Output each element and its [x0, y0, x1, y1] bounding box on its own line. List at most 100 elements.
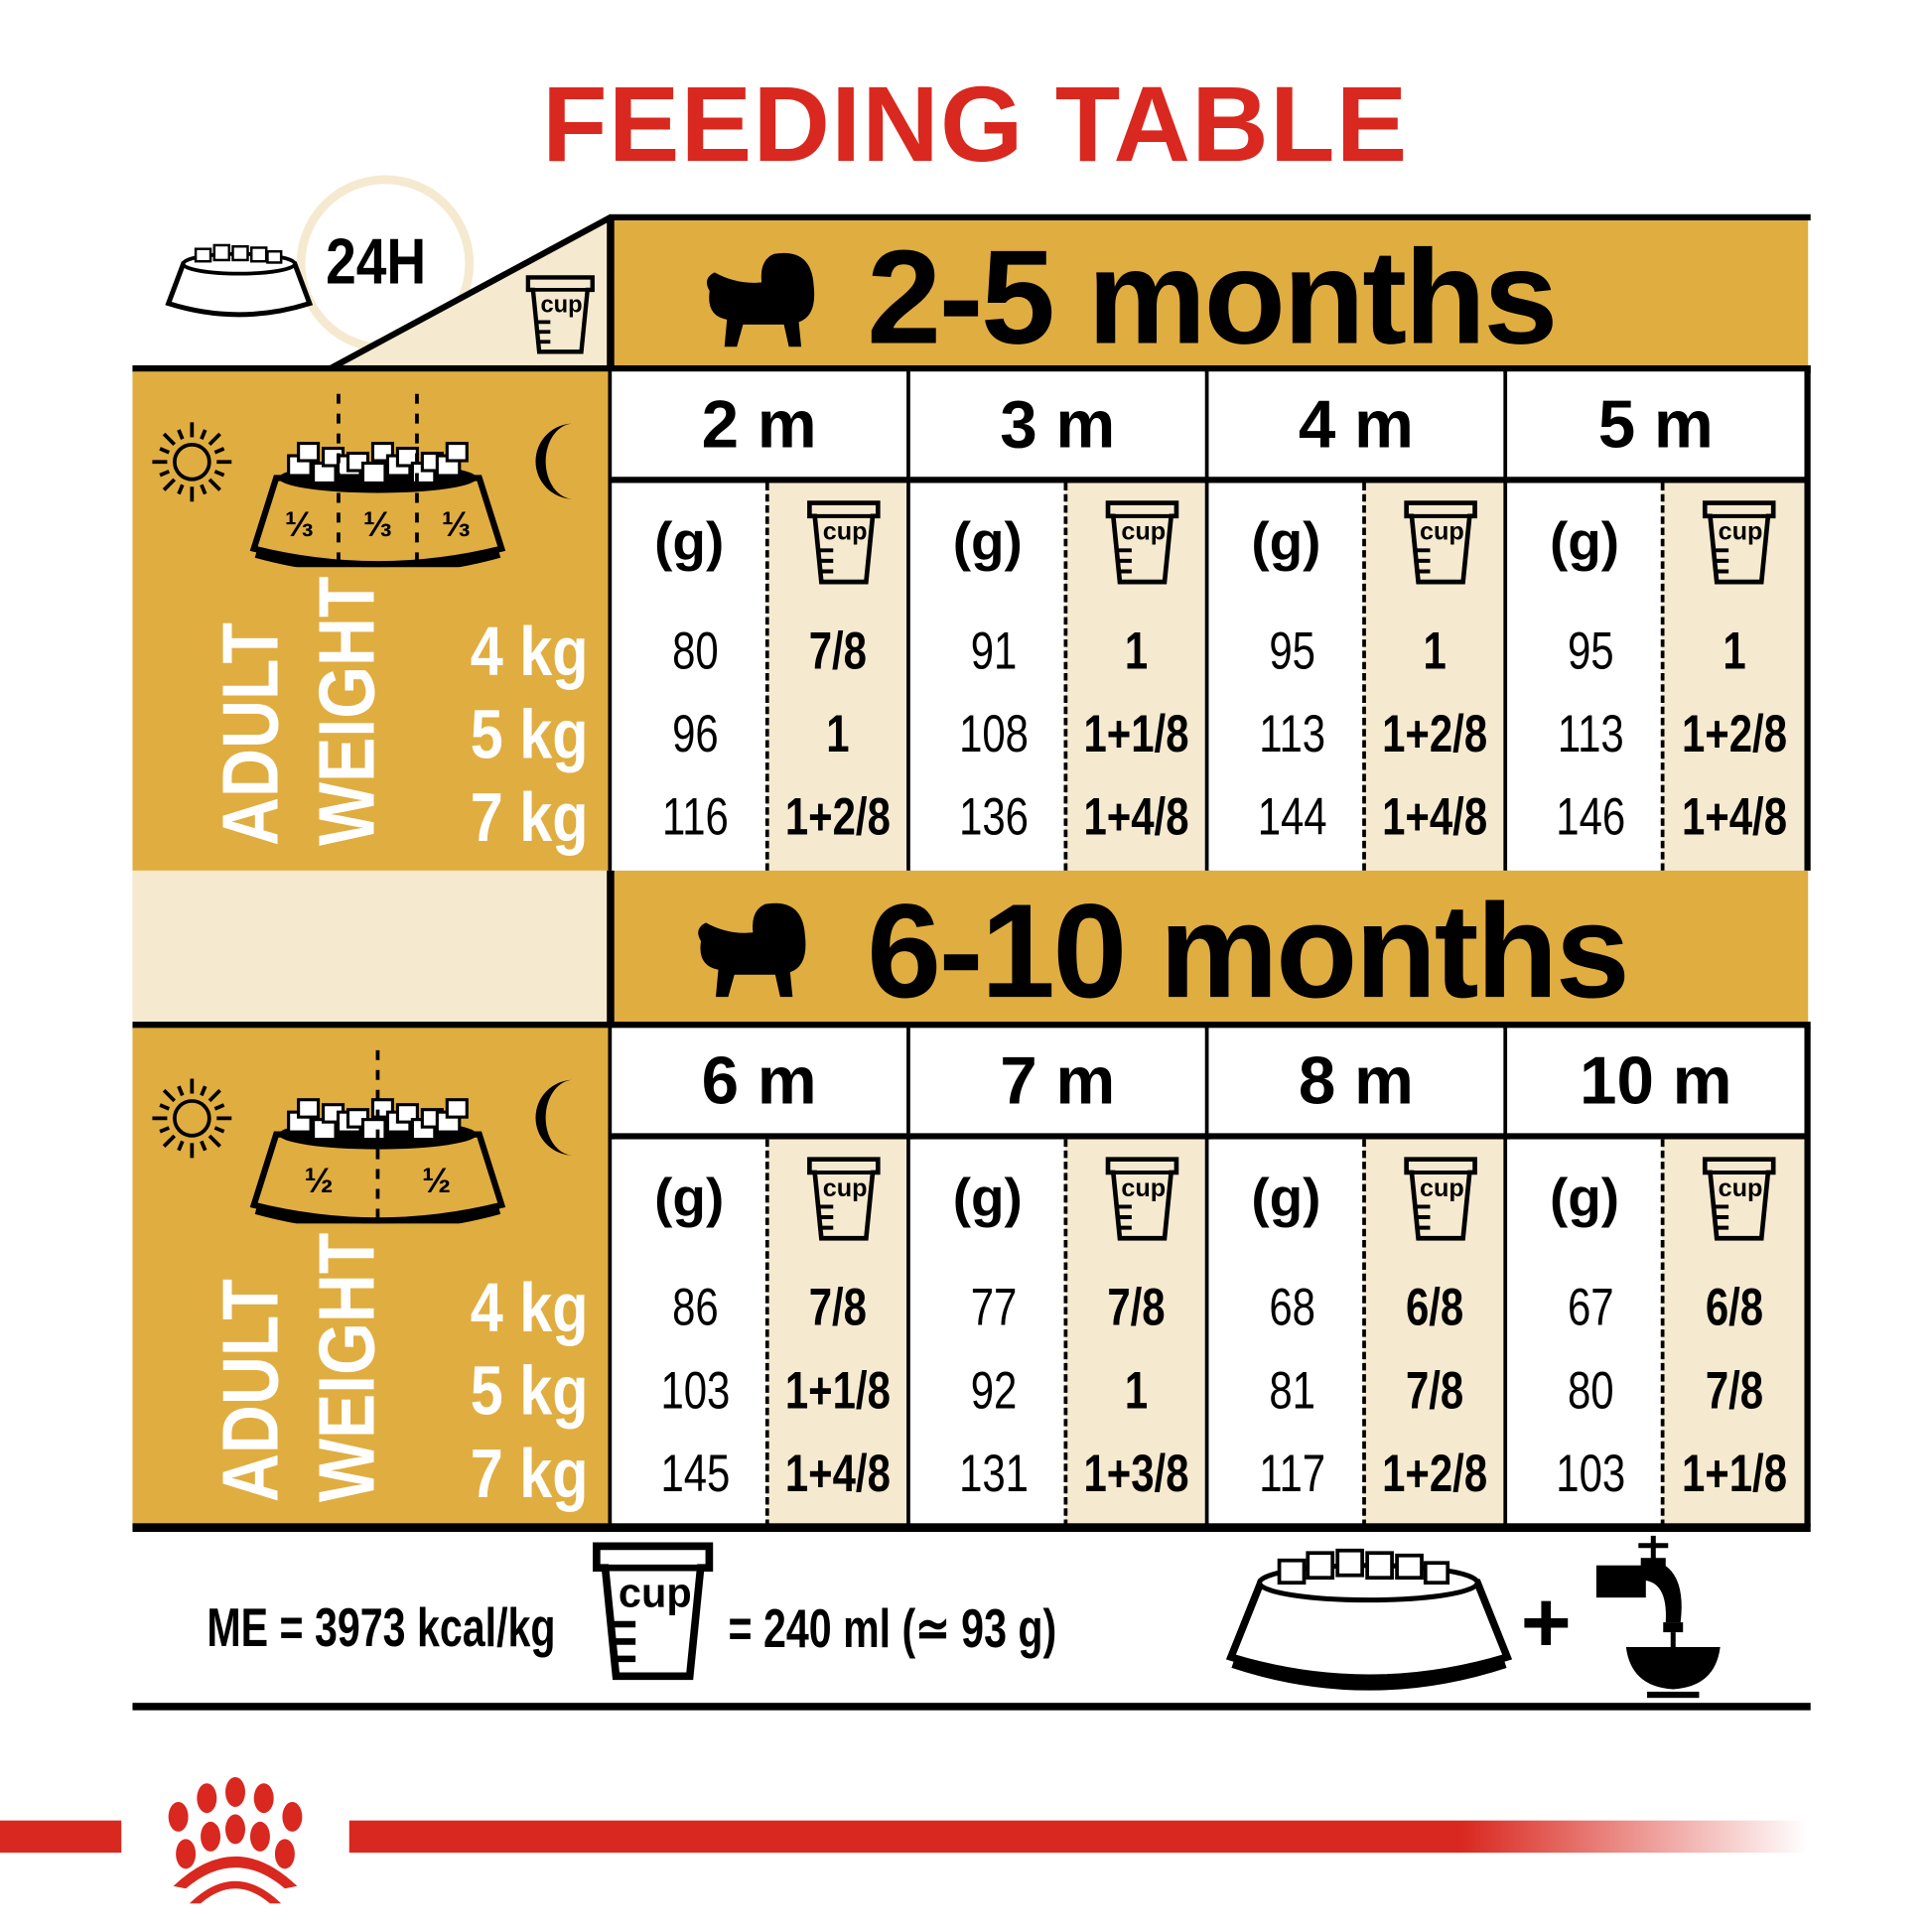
cups-value: 1+2/8	[1382, 704, 1488, 763]
divider	[906, 371, 913, 871]
month-header: 2 m	[612, 371, 907, 479]
column-divider	[764, 483, 769, 871]
adult-weight-value: 4 kg	[470, 1268, 589, 1346]
adult-weight-value: 5 kg	[470, 694, 589, 773]
month-header: 3 m	[909, 371, 1205, 479]
sun-icon	[149, 419, 235, 512]
column-divider	[1660, 483, 1665, 871]
meal-split-fraction: ⅓	[362, 504, 393, 544]
column-divider	[1063, 483, 1068, 871]
crown-logo-icon	[168, 1777, 303, 1904]
divider	[1503, 371, 1510, 871]
weight-label: WEIGHT	[302, 1232, 392, 1503]
cup-label: cup	[541, 292, 583, 318]
cups-value: 1	[1423, 621, 1447, 680]
cups-value: 1	[1124, 1360, 1149, 1420]
grams-unit-label: (g)	[654, 1168, 725, 1229]
cups-column	[1064, 1139, 1205, 1528]
cup-label: cup	[1719, 1174, 1763, 1202]
grams-unit-label: (g)	[1550, 1168, 1620, 1229]
cups-value: 1+4/8	[1681, 787, 1788, 846]
grams-column	[612, 1139, 767, 1528]
band-spacer	[132, 870, 613, 1029]
cups-value: 1+4/8	[784, 1444, 891, 1503]
weight-label: WEIGHT	[302, 576, 392, 846]
grams-value: 95	[1567, 621, 1614, 680]
cup-label: cup	[1719, 518, 1763, 546]
energy-label: ME = 3973 kcal/kg	[207, 1597, 556, 1659]
divider	[1208, 1133, 1508, 1140]
dog-silhouette-icon	[691, 897, 815, 1009]
duration-label: 24H	[326, 226, 427, 299]
cup-equivalence: = 240 ml (≃ 93 g)	[728, 1598, 1057, 1660]
cup-icon: cup	[1699, 500, 1779, 591]
adult-label: ADULT	[206, 1279, 295, 1503]
water-tap-icon	[1591, 1535, 1727, 1710]
grams-unit-label: (g)	[654, 511, 725, 573]
grams-value: 113	[1557, 704, 1624, 763]
divider	[607, 870, 615, 1528]
cups-value: 1+4/8	[1083, 787, 1189, 846]
column-divider	[764, 1139, 769, 1528]
grams-value: 117	[1259, 1444, 1326, 1503]
cup-icon: cup	[1699, 1157, 1779, 1247]
moon-icon	[526, 421, 582, 507]
cups-value: 1+3/8	[1083, 1444, 1189, 1503]
divider	[1507, 477, 1809, 483]
grams-value: 145	[660, 1444, 731, 1503]
cups-value: 1+2/8	[1382, 1444, 1488, 1503]
divider	[132, 1703, 1811, 1711]
grams-value: 80	[1567, 1360, 1614, 1420]
grams-value: 77	[970, 1278, 1018, 1336]
meal-split-fraction: ½	[422, 1162, 452, 1200]
grams-value: 146	[1556, 787, 1626, 846]
divider	[132, 364, 1811, 373]
grams-value: 81	[1269, 1360, 1315, 1420]
sun-icon	[149, 1075, 235, 1169]
moon-icon	[526, 1077, 582, 1164]
grams-value: 95	[1269, 621, 1315, 680]
divider	[609, 213, 1811, 221]
plus-sign: +	[1520, 1574, 1572, 1671]
cups-column	[1363, 483, 1504, 871]
adult-label: ADULT	[206, 622, 295, 846]
divider	[1204, 1028, 1211, 1528]
cups-value: 1+1/8	[1681, 1444, 1788, 1503]
cups-value: 1	[1723, 621, 1746, 680]
cups-column	[1064, 483, 1205, 871]
divider	[612, 1133, 910, 1140]
cups-value: 1	[1124, 621, 1149, 680]
grams-column	[612, 483, 767, 871]
age-range-label: 6-10 months	[867, 875, 1630, 1026]
cup-icon: cup	[1401, 500, 1481, 591]
cup-icon: cup	[1102, 1157, 1182, 1247]
grams-value: 136	[959, 787, 1029, 846]
food-bowl-icon	[1223, 1548, 1514, 1697]
cup-label: cup	[823, 1174, 868, 1202]
grams-value: 144	[1257, 787, 1327, 846]
cups-value: 1+2/8	[784, 787, 891, 846]
age-band-1	[612, 870, 1809, 1029]
divider	[132, 1523, 1811, 1533]
cup-icon: cup	[804, 1157, 885, 1247]
divider	[612, 477, 910, 483]
brand-logo	[121, 1764, 349, 1914]
month-header: 7 m	[909, 1028, 1205, 1135]
grams-column	[909, 483, 1065, 871]
cup-icon: cup	[1102, 500, 1182, 591]
adult-weight-value: 4 kg	[470, 612, 589, 690]
divider	[607, 216, 615, 871]
adult-weight-value: 7 kg	[470, 1434, 589, 1513]
grams-unit-label: (g)	[952, 511, 1023, 573]
divider	[906, 1028, 913, 1528]
adult-weight-value: 5 kg	[470, 1350, 589, 1430]
meal-split-fraction: ½	[304, 1162, 334, 1200]
cups-value: 1+1/8	[784, 1360, 891, 1420]
grams-value: 96	[672, 704, 719, 763]
cups-value: 7/8	[1107, 1278, 1166, 1336]
cups-value: 1	[826, 704, 850, 763]
grams-value: 67	[1567, 1278, 1614, 1336]
cup-icon: cup	[804, 500, 885, 591]
grams-value: 103	[660, 1360, 731, 1420]
